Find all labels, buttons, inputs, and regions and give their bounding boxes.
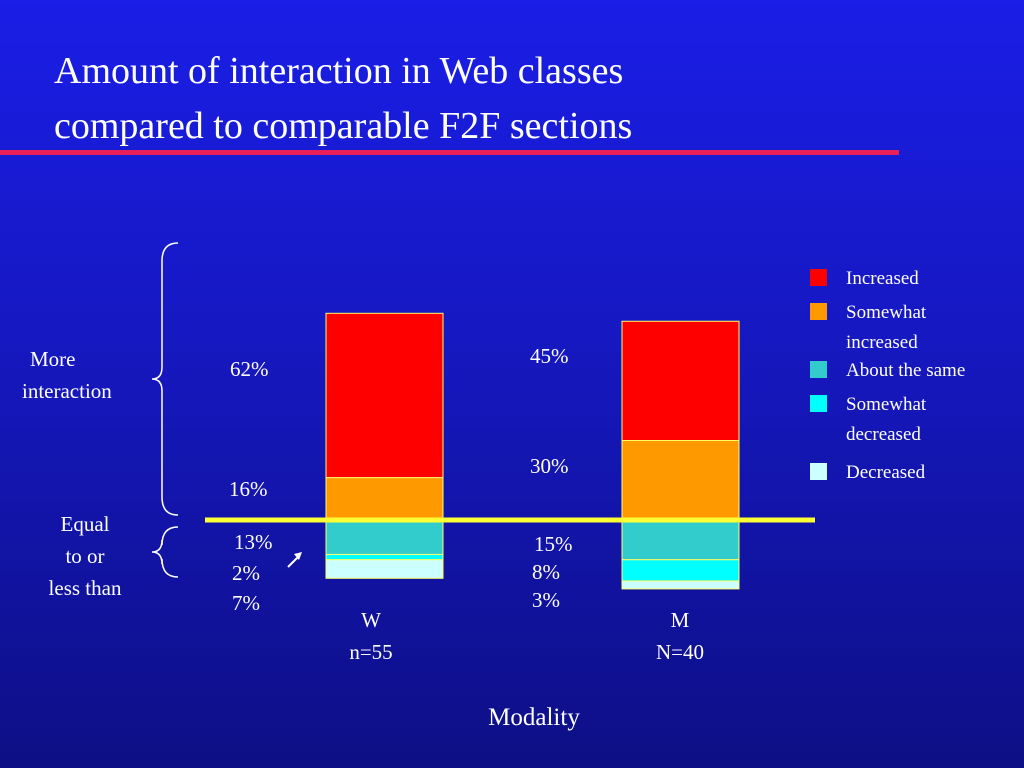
category-label-m: M N=40 bbox=[610, 604, 750, 668]
legend-label-somewhat-increased-line-2: increased bbox=[846, 332, 918, 353]
legend-label-decreased: Decreased bbox=[846, 462, 926, 483]
bar-m-somewhat-increased bbox=[621, 440, 740, 521]
equal-or-less-label: Equal to or less than bbox=[20, 508, 150, 604]
bar-m-increased bbox=[621, 320, 740, 441]
group-braces bbox=[151, 242, 179, 578]
legend-label-somewhat-increased-line-1: Somewhat bbox=[846, 302, 927, 323]
brace-equal-or-less bbox=[151, 526, 179, 578]
equal-line-1: Equal bbox=[60, 512, 110, 536]
equal-line-2: to or bbox=[65, 544, 105, 568]
bar-w-decreased bbox=[325, 559, 444, 579]
data-label-m-increased: 45% bbox=[530, 344, 569, 368]
equal-line-3: less than bbox=[48, 576, 122, 600]
legend-swatch-increased bbox=[810, 269, 827, 286]
arrow-annotation bbox=[287, 552, 302, 568]
title-line-2: compared to comparable F2F sections bbox=[54, 105, 633, 147]
data-label-w-about-same: 13% bbox=[234, 530, 273, 554]
title-underline bbox=[0, 150, 899, 155]
bar-m-somewhat-decreased bbox=[621, 559, 740, 582]
category-w-name: W bbox=[361, 608, 381, 632]
page-title: Amount of interaction in Web classes com… bbox=[54, 44, 954, 154]
data-label-m-somewhat-decreased: 8% bbox=[532, 560, 560, 584]
bar-m-decreased bbox=[621, 580, 740, 590]
legend-swatch-somewhat-decreased bbox=[810, 395, 827, 412]
data-label-w-somewhat-increased: 16% bbox=[229, 477, 268, 501]
bar-w-increased bbox=[325, 312, 444, 479]
legend-swatch-decreased bbox=[810, 463, 827, 480]
data-label-w-somewhat-decreased: 2% bbox=[232, 561, 260, 585]
legend-label-somewhat-increased: Somewhat increased bbox=[846, 298, 1024, 358]
brace-more-interaction bbox=[151, 242, 179, 516]
bar-w-somewhat-decreased bbox=[325, 553, 444, 561]
data-label-m-about-same: 15% bbox=[534, 532, 573, 556]
data-label-m-decreased: 3% bbox=[532, 588, 560, 612]
legend-label-somewhat-decreased-line-2: decreased bbox=[846, 424, 921, 445]
category-label-w: W n=55 bbox=[301, 604, 441, 668]
legend-swatch-about-same bbox=[810, 361, 827, 378]
category-w-n: n=55 bbox=[349, 640, 393, 664]
bar-w-somewhat-increased bbox=[325, 477, 444, 521]
bars bbox=[325, 312, 740, 590]
arrow-head bbox=[294, 552, 302, 560]
legend-label-about-same: About the same bbox=[846, 360, 966, 381]
legend-label-somewhat-decreased: Somewhat decreased bbox=[846, 390, 1024, 450]
x-axis-label: Modality bbox=[488, 704, 580, 731]
legend-label-somewhat-decreased-line-1: Somewhat bbox=[846, 394, 927, 415]
title-line-1: Amount of interaction in Web classes bbox=[54, 50, 624, 92]
category-m-name: M bbox=[670, 608, 690, 632]
data-label-m-somewhat-increased: 30% bbox=[530, 454, 569, 478]
bar-w-about-the-same bbox=[325, 519, 444, 555]
category-m-n: N=40 bbox=[655, 640, 704, 664]
more-interaction-line-2: interaction bbox=[22, 379, 112, 403]
more-interaction-label: More interaction bbox=[22, 343, 152, 407]
data-label-w-decreased: 7% bbox=[232, 591, 260, 615]
legend-label-increased: Increased bbox=[846, 268, 919, 289]
bar-m-about-the-same bbox=[621, 519, 740, 561]
data-label-w-increased: 62% bbox=[230, 357, 269, 381]
legend-swatch-somewhat-increased bbox=[810, 303, 827, 320]
more-interaction-line-1: More bbox=[30, 347, 76, 371]
